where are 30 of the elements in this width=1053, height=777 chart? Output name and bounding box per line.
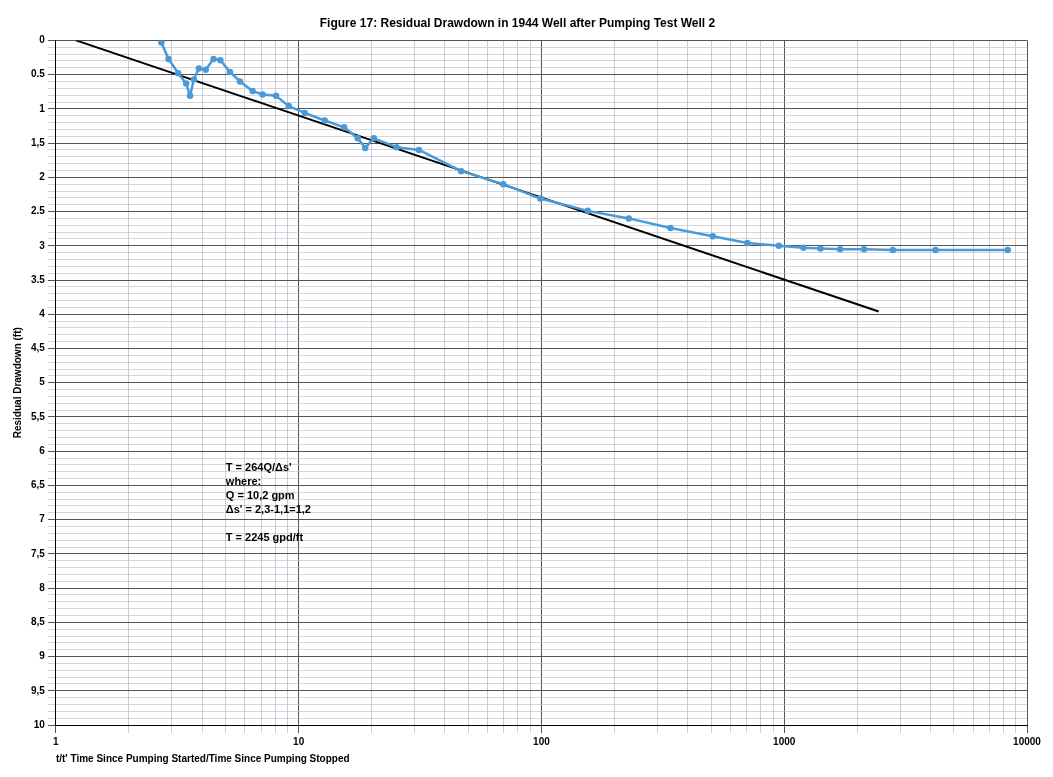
- y-tick-label: 7,5: [31, 547, 46, 559]
- y-tick-label: 5,5: [31, 410, 46, 422]
- x-tick-label: 1000: [773, 735, 796, 747]
- y-tick-label: 5: [39, 376, 46, 388]
- y-tick-label: 9: [39, 650, 46, 662]
- y-tick-label: 2.5: [31, 205, 46, 217]
- y-tick-label: 10: [33, 718, 46, 730]
- x-tick-label: 10000: [1013, 735, 1042, 747]
- y-tick-label: 8,5: [31, 616, 46, 628]
- y-tick-label: 1,5: [31, 136, 46, 148]
- y-tick-label: 3.5: [31, 273, 46, 285]
- x-tick-label: 100: [533, 735, 551, 747]
- y-tick-label: 1: [39, 102, 46, 114]
- y-tick-label: 6: [39, 444, 46, 456]
- y-tick-label: 4,5: [31, 342, 46, 354]
- y-tick-label: 0: [39, 34, 46, 46]
- x-axis-title: t/t' Time Since Pumping Started/Time Since Pumping Stopped: [55, 752, 350, 764]
- y-axis-title: Residual Drawdown (ft): [11, 327, 23, 439]
- y-tick-label: 2: [39, 171, 46, 183]
- y-tick-label: 6,5: [31, 479, 46, 491]
- y-tick-label: 4: [39, 307, 46, 319]
- y-tick-label: 0.5: [31, 68, 46, 80]
- text: T = 264Q/Δs' where: Q = 10,2 gpm Δs' = 2,3-1,1=1,2 T = 2245 gpd/ft: [225, 461, 311, 544]
- x-tick-label: 1: [53, 735, 60, 747]
- chart-title: Figure 17: Residual Drawdown in 1944 Well after Pumping Test Well 2: [319, 15, 716, 30]
- y-tick-label: 3: [39, 239, 46, 251]
- y-tick-label: 7: [39, 513, 46, 525]
- y-tick-label: 8: [39, 581, 46, 593]
- x-tick-label: 10: [293, 735, 305, 747]
- y-tick-label: 9,5: [31, 684, 46, 696]
